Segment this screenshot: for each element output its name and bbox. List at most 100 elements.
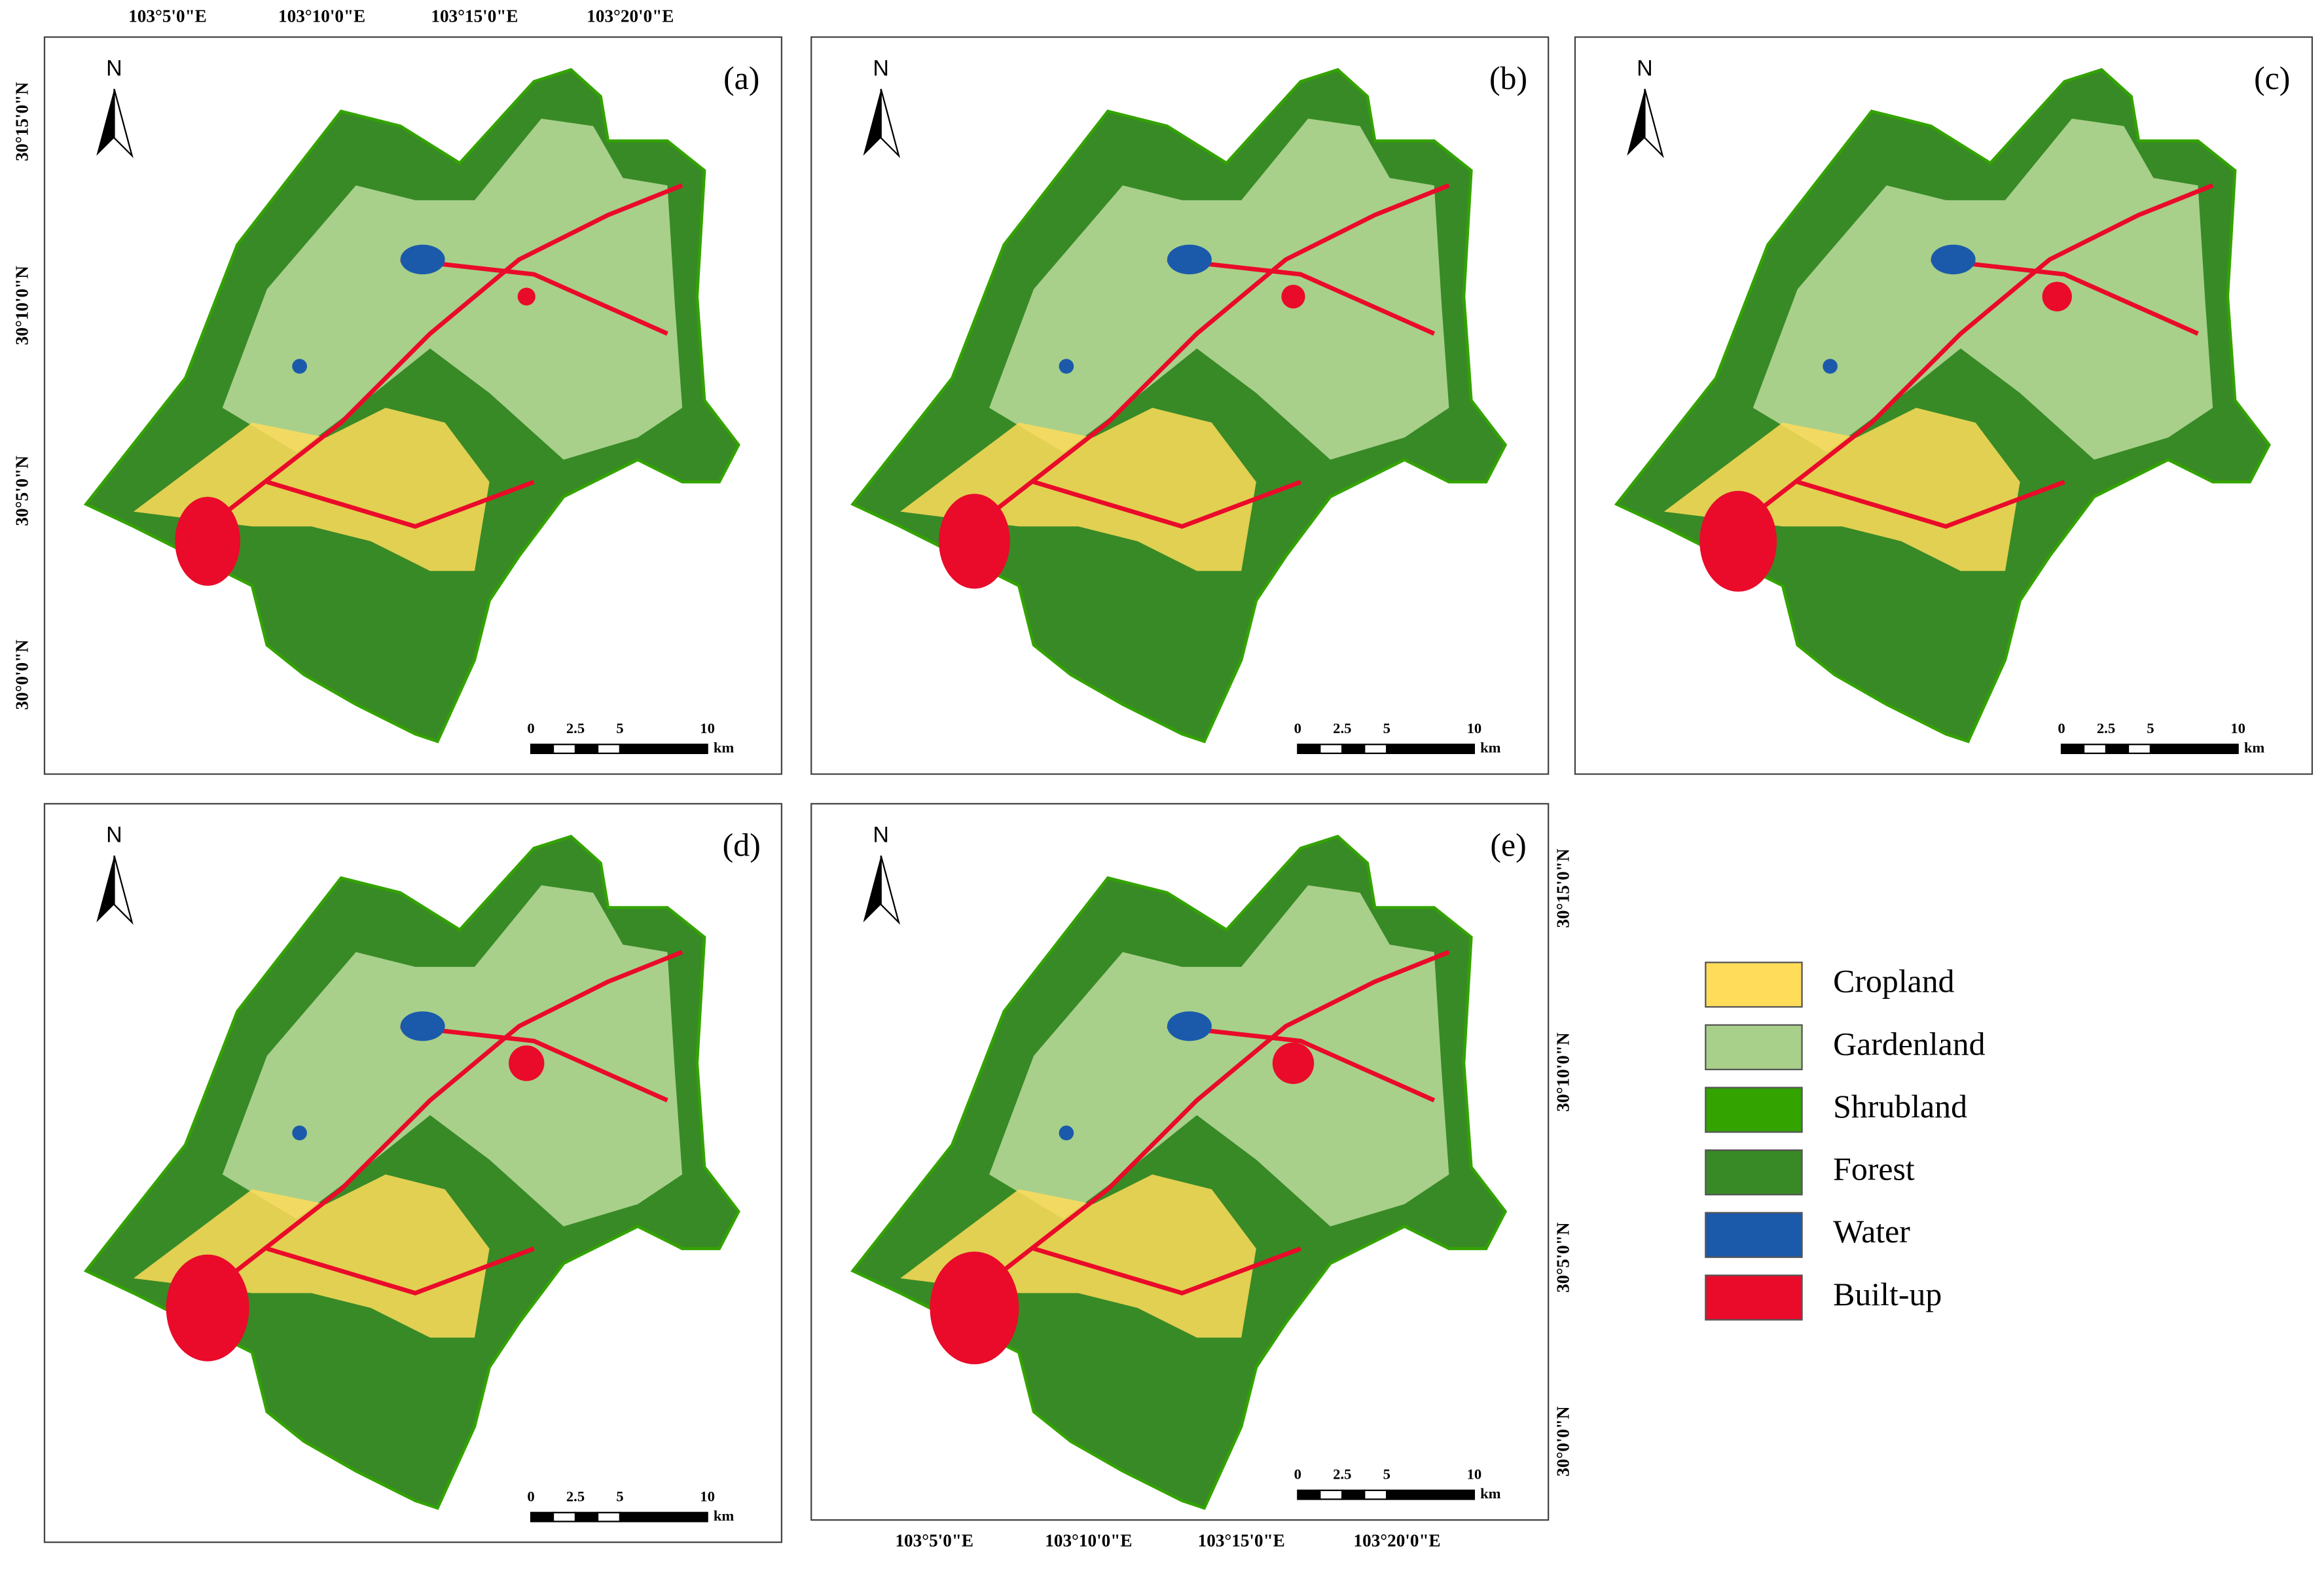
panel-label: (b) [1489, 60, 1527, 96]
map-panel: (e) N 0 2.5 5 10 km [810, 803, 1550, 1521]
legend-swatch [1705, 962, 1803, 1008]
built-up-town [2042, 281, 2072, 312]
scale-bar-segment [1297, 744, 1321, 755]
scale-bar-segment [1364, 1489, 1388, 1500]
latitude-label: 30°10'0"N [12, 266, 31, 345]
scale-bar-segment [1386, 744, 1476, 755]
legend-swatch [1705, 1024, 1803, 1071]
water-body [1167, 244, 1212, 275]
legend-swatch [1705, 1149, 1803, 1196]
legend-label: Shrubland [1833, 1089, 1967, 1125]
gardenland-area [989, 118, 1449, 460]
scale-bar-segment [596, 1511, 621, 1523]
north-arrow [96, 88, 115, 156]
latitude-label: 30°15'0"N [1553, 848, 1572, 928]
scale-bar-label: 5 [1383, 720, 1390, 736]
north-arrow [113, 88, 134, 158]
water-body [400, 244, 445, 275]
legend-label: Built-up [1833, 1276, 1942, 1312]
built-up-roads [1737, 183, 2214, 529]
legend-label: Gardenland [1833, 1026, 1986, 1062]
water-body [1059, 1125, 1074, 1141]
scale-bar-label: 2.5 [566, 720, 585, 736]
gardenland-area [1752, 118, 2213, 460]
scale-bar-unit: km [714, 1507, 735, 1524]
gardenland-area [222, 885, 683, 1227]
latitude-label: 30°0'0"N [1553, 1406, 1572, 1477]
legend-label: Cropland [1833, 964, 1955, 1000]
water-body [1167, 1011, 1212, 1041]
built-up-city [166, 1254, 249, 1362]
latitude-label: 30°0'0"N [12, 640, 31, 710]
built-up-roads [973, 183, 1450, 529]
built-up-city [175, 496, 241, 586]
scale-bar-segment [596, 744, 621, 755]
longitude-label: 103°15'0"E [431, 6, 518, 26]
scale-bar-unit: km [2244, 739, 2265, 755]
scale-bar-segment [619, 744, 708, 755]
scale-bar-label: 0 [2058, 720, 2065, 736]
north-arrow [1627, 88, 1645, 156]
scale-bar-segment [574, 744, 599, 755]
north-label: N [873, 823, 889, 848]
scale-bar-segment [2127, 744, 2152, 755]
scale-bar-segment [1386, 1489, 1476, 1500]
cropland-area [133, 1174, 490, 1338]
scale-bar-segment [530, 744, 554, 755]
panel-label: (a) [723, 60, 759, 96]
scale-bar-segment [530, 1511, 554, 1523]
north-arrow [113, 855, 134, 925]
scale-bar-segment [1319, 744, 1343, 755]
scale-bar-segment [1297, 1489, 1321, 1500]
built-up-roads [206, 183, 683, 529]
north-label: N [106, 823, 122, 848]
cropland-area [900, 408, 1256, 571]
built-up-town [517, 287, 536, 306]
scale-bar-segment [552, 1511, 577, 1523]
scale-bar-label: 5 [2147, 720, 2154, 736]
map-panel: (a) N 0 2.5 5 10 km [43, 36, 783, 775]
panel-label: (c) [2254, 60, 2290, 96]
longitude-label: 103°10'0"E [1045, 1530, 1132, 1550]
water-body [292, 1125, 307, 1141]
scale-bar-label: 2.5 [1333, 720, 1351, 736]
cropland-area [1663, 408, 2020, 571]
longitude-label: 103°15'0"E [1198, 1530, 1285, 1550]
scale-bar-segment [1319, 1489, 1343, 1500]
scale-bar-segment [1341, 744, 1366, 755]
legend-label: Water [1833, 1214, 1910, 1250]
legend-swatch [1705, 1087, 1803, 1133]
north-arrow [96, 856, 115, 923]
scale-bar-unit: km [1480, 1485, 1501, 1502]
water-body [1823, 359, 1838, 374]
latitude-label: 30°15'0"N [12, 82, 31, 161]
legend-swatch [1705, 1212, 1803, 1258]
scale-bar-label: 10 [700, 1488, 715, 1504]
panel-label: (d) [723, 827, 761, 863]
cropland-area [900, 1174, 1256, 1338]
scale-bar-label: 0 [1294, 720, 1301, 736]
built-up-city [930, 1252, 1019, 1365]
scale-bar-label: 2.5 [1333, 1466, 1351, 1482]
scale-bar-segment [2149, 744, 2239, 755]
water-body [292, 359, 307, 374]
built-up-town [509, 1045, 545, 1081]
north-label: N [1637, 56, 1653, 81]
map-panel: (b) N 0 2.5 5 10 km [810, 36, 1550, 775]
map-panel: (c) N 0 2.5 5 10 km [1574, 36, 2314, 775]
scale-bar-label: 10 [2230, 720, 2245, 736]
scale-bar-label: 10 [1467, 720, 1482, 736]
panel-label: (e) [1490, 827, 1526, 863]
cropland-area [133, 408, 490, 571]
built-up-city [939, 494, 1010, 589]
scale-bar-label: 2.5 [2097, 720, 2115, 736]
scale-bar-segment [1341, 1489, 1366, 1500]
water-body [1931, 244, 1976, 275]
scale-bar-unit: km [714, 739, 735, 755]
latitude-label: 30°10'0"N [1553, 1032, 1572, 1111]
legend-swatch [1705, 1274, 1803, 1321]
scale-bar-label: 0 [527, 1488, 534, 1504]
scale-bar-segment [619, 1511, 708, 1523]
